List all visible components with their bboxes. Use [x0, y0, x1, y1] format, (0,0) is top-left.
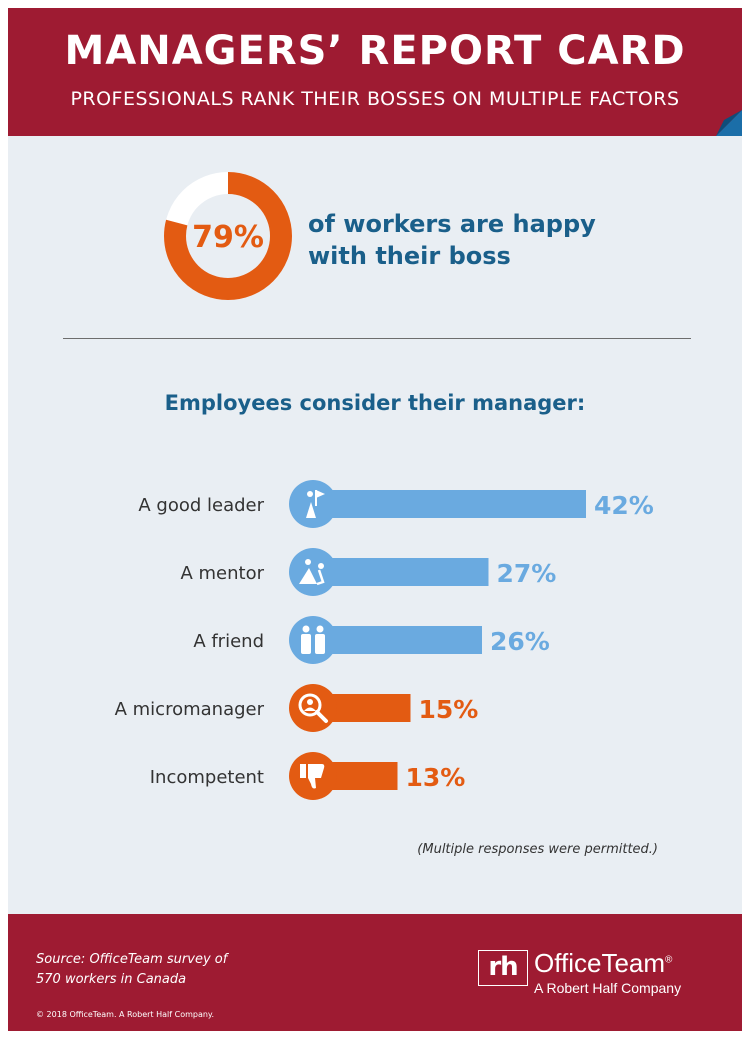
- value-label: 15%: [419, 695, 479, 724]
- value-label: 13%: [406, 763, 466, 792]
- header-banner: MANAGERS’ REPORT CARD PROFESSIONALS RANK…: [8, 8, 742, 136]
- thumb-cuff: [300, 764, 306, 778]
- category-label: A good leader: [138, 495, 264, 516]
- logo-mark: rh: [478, 950, 528, 986]
- icon-badge: [289, 616, 337, 664]
- person-body: [304, 707, 316, 711]
- category-label: A micromanager: [115, 699, 265, 720]
- lens-ring: [298, 693, 322, 717]
- climber-head: [318, 563, 324, 569]
- happy-caption-line2: with their boss: [308, 242, 511, 270]
- mentor-head: [305, 559, 311, 565]
- logo-name-text: OfficeTeam: [534, 948, 666, 978]
- friend-head: [316, 625, 324, 633]
- bar: [313, 490, 586, 518]
- value-label: 27%: [497, 559, 557, 588]
- value-label: 42%: [594, 491, 654, 520]
- copyright: © 2018 OfficeTeam. A Robert Half Company…: [36, 1010, 215, 1019]
- logo-name: OfficeTeam®: [534, 948, 672, 979]
- footer-banner: Source: OfficeTeam survey of 570 workers…: [8, 914, 742, 1031]
- flag-shape: [316, 490, 325, 498]
- category-label: Incompetent: [150, 767, 264, 788]
- logo-tagline: A Robert Half Company: [534, 980, 682, 996]
- section-title: Employees consider their manager:: [164, 391, 586, 415]
- source-line2: 570 workers in Canada: [36, 972, 187, 987]
- person-head: [307, 699, 313, 705]
- corner-fold-icon: [716, 110, 742, 136]
- bar-row-5: Incompetent 13%: [150, 752, 466, 800]
- friend-body: [301, 634, 311, 654]
- climber-body: [316, 569, 325, 586]
- happy-caption: of workers are happy with their boss: [308, 208, 628, 272]
- lens-handle: [315, 710, 328, 723]
- summit-shape: [306, 502, 316, 518]
- donut-arc: [164, 172, 292, 300]
- bar: [313, 558, 489, 586]
- source-line1: Source: OfficeTeam survey of: [36, 952, 228, 967]
- icon-badge: [289, 684, 337, 732]
- source-note: Source: OfficeTeam survey of 570 workers…: [36, 950, 256, 990]
- thumb-hand: [308, 764, 325, 789]
- category-label: A mentor: [180, 563, 264, 584]
- happy-caption-line1: of workers are happy: [308, 210, 596, 238]
- bar: [313, 626, 482, 654]
- bar-row-3: A friend 26%: [193, 616, 550, 664]
- friend-head: [302, 625, 310, 633]
- bar-row-1: A good leader 42%: [138, 480, 654, 528]
- bar-row-2: A mentor 27%: [180, 548, 556, 596]
- category-label: A friend: [193, 631, 264, 652]
- rock-shape: [299, 568, 317, 584]
- icon-badge: [289, 480, 337, 528]
- footnote: (Multiple responses were permitted.): [417, 842, 658, 857]
- manager-bar-chart: A good leader 42%A mentor 27%A friend 26%A …: [115, 480, 654, 800]
- happy-percent: 79%: [192, 220, 264, 255]
- value-label: 26%: [490, 627, 550, 656]
- page-title: MANAGERS’ REPORT CARD: [64, 28, 686, 74]
- icon-badge: [289, 548, 337, 596]
- page-subtitle: PROFESSIONALS RANK THEIR BOSSES ON MULTI…: [70, 88, 680, 110]
- bar-row-4: A micromanager 15%: [115, 684, 479, 732]
- friend-body: [315, 634, 325, 654]
- officeteam-logo: rh OfficeTeam® A Robert Half Company: [478, 944, 718, 1000]
- person-head: [307, 491, 313, 497]
- logo-registered: ®: [665, 954, 673, 966]
- divider: [63, 338, 691, 339]
- main-panel: 79% of workers are happy with their boss…: [8, 136, 742, 914]
- happy-donut-chart: 79%: [164, 172, 292, 300]
